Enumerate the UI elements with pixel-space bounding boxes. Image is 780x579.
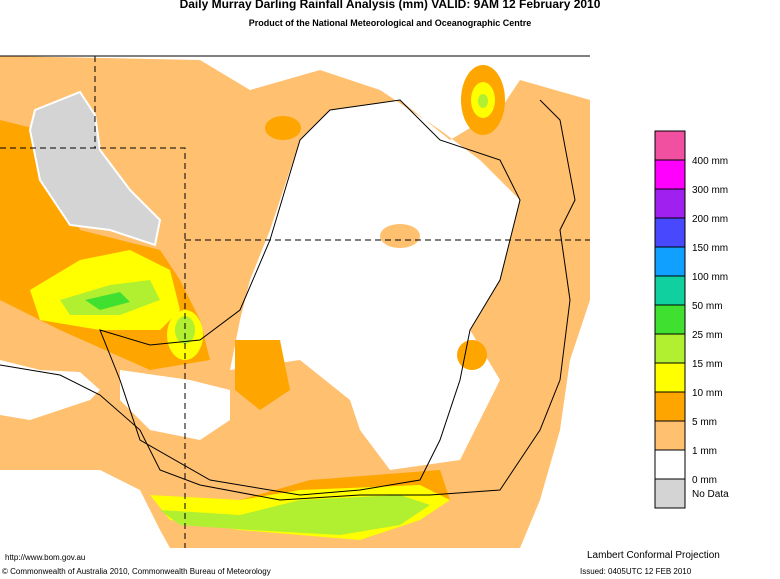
legend-label: 0 mm bbox=[692, 475, 717, 486]
subtitle: Product of the National Meteorological a… bbox=[249, 18, 532, 28]
legend-swatch bbox=[654, 275, 686, 306]
legend-swatch bbox=[654, 362, 686, 393]
legend-label: 200 mm bbox=[692, 214, 728, 225]
title: Daily Murray Darling Rainfall Analysis (… bbox=[180, 0, 601, 11]
legend-swatch bbox=[654, 246, 686, 277]
legend-swatch bbox=[654, 420, 686, 451]
legend: 400 mm 300 mm 200 mm 150 mm 100 mm 50 mm 25 mm… bbox=[654, 130, 729, 509]
legend-label: No Data bbox=[692, 489, 729, 500]
legend-label: 15 mm bbox=[692, 359, 723, 370]
legend-swatch bbox=[654, 159, 686, 190]
legend-label: 50 mm bbox=[692, 301, 723, 312]
legend-swatch bbox=[654, 333, 686, 364]
url: http://www.bom.gov.au bbox=[5, 553, 85, 562]
legend-label: 1 mm bbox=[692, 446, 717, 457]
legend-label: 400 mm bbox=[692, 156, 728, 167]
legend-label: 10 mm bbox=[692, 388, 723, 399]
legend-label: 100 mm bbox=[692, 272, 728, 283]
projection: Lambert Conformal Projection bbox=[587, 550, 720, 561]
legend-label: 5 mm bbox=[692, 417, 717, 428]
legend-label: 25 mm bbox=[692, 330, 723, 341]
issued: Issued: 0405UTC 12 FEB 2010 bbox=[580, 567, 692, 576]
legend-swatch bbox=[654, 304, 686, 335]
legend-label: 150 mm bbox=[692, 243, 728, 254]
map bbox=[0, 55, 590, 548]
legend-swatch bbox=[654, 217, 686, 248]
copyright: © Commonwealth of Australia 2010, Common… bbox=[2, 567, 271, 576]
legend-swatch bbox=[654, 478, 686, 509]
legend-label: 300 mm bbox=[692, 185, 728, 196]
legend-swatch bbox=[654, 188, 686, 219]
legend-swatch bbox=[654, 391, 686, 422]
legend-swatch bbox=[654, 449, 686, 480]
legend-swatch bbox=[654, 130, 686, 161]
